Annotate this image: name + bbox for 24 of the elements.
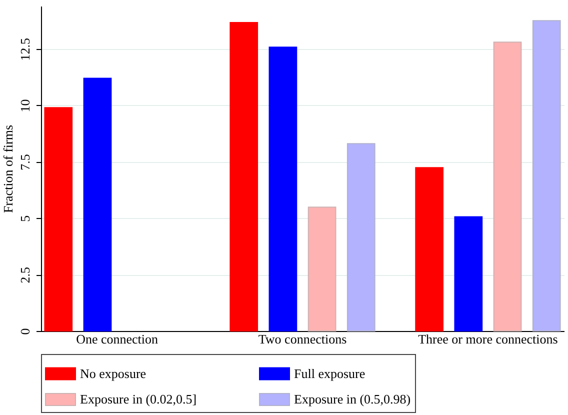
y-tick-label: 0	[18, 328, 32, 335]
y-tick-label: 7.5	[18, 154, 32, 170]
bar	[415, 167, 444, 332]
y-tick-label: 5	[18, 215, 32, 222]
legend-label: No exposure	[80, 366, 146, 381]
x-tick-label: One connection	[76, 332, 159, 346]
bar	[268, 46, 298, 332]
bar	[83, 78, 112, 332]
legend-label: Exposure in (0.5,0.98)	[294, 392, 411, 406]
x-tick-label: Two connections	[258, 332, 347, 346]
bar	[230, 22, 258, 332]
bar	[493, 42, 522, 332]
y-tick-label: 2.5	[18, 266, 32, 284]
y-axis-title: Fraction of firms	[0, 124, 16, 214]
legend-label: Exposure in (0.02,0.5]	[80, 392, 197, 406]
bar	[308, 206, 336, 332]
bar	[532, 20, 561, 332]
x-tick-label: Three or more connections	[418, 332, 558, 346]
bar	[346, 143, 376, 332]
legend-label: Full exposure	[294, 366, 366, 381]
bar	[454, 216, 483, 332]
bar	[44, 107, 73, 332]
y-tick-label: 12.5	[18, 38, 32, 61]
y-tick-label: 10	[18, 99, 32, 112]
